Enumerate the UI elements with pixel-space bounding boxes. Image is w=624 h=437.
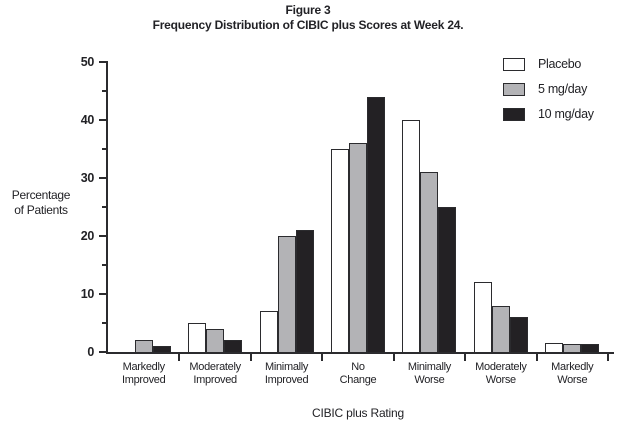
figure-title-line2: Frequency Distribution of CIBIC plus Sco… [152, 18, 464, 32]
bar-placebo-moderately-worse [473, 282, 492, 352]
category-label-markedly-improved: Markedly Improved [108, 361, 179, 386]
plot-area: 0 10 20 30 40 50 Markedly Improved Moderately Imp… [81, 55, 614, 386]
category-label-line: Moderately [189, 361, 241, 373]
bar-5-mg-day-markedly-improved [134, 340, 153, 352]
y-axis-line [106, 62, 108, 354]
legend: Placebo 5 mg/day 10 mg/day [503, 57, 594, 132]
figure-title-line1: Figure 3 [285, 3, 331, 17]
bar-5-mg-day-moderately-improved [206, 328, 225, 352]
bar-placebo-markedly-worse [545, 343, 564, 352]
bar-placebo-minimally-improved [259, 311, 278, 352]
y-minor-tick-35 [102, 148, 108, 150]
legend-swatch-5-mg-day [503, 82, 525, 96]
legend-item-10-mg-day: 10 mg/day [503, 107, 594, 121]
x-boundary-tick-6 [535, 354, 538, 361]
category-label-line: Worse [557, 373, 588, 386]
bar-10-mg-day-minimally-worse [438, 207, 457, 352]
y-tick-10 [99, 293, 108, 295]
category-label-line: Improved [264, 373, 309, 386]
y-tick-label-50: 50 [80, 55, 95, 69]
legend-item-5-mg-day: 5 mg/day [503, 82, 594, 96]
category-label-line: Change [339, 373, 377, 386]
x-boundary-tick-2 [249, 354, 252, 361]
bar-10-mg-day-no-change [367, 96, 385, 352]
bar-10-mg-day-markedly-worse [581, 343, 600, 352]
y-minor-tick-25 [102, 206, 108, 208]
x-boundary-tick-1 [178, 354, 181, 361]
y-tick-label-10: 10 [80, 287, 95, 301]
figure-title: Figure 3 Frequency Distribution of CIBIC… [0, 3, 616, 33]
category-label-line: Improved [121, 373, 166, 386]
y-minor-tick-45 [102, 90, 108, 92]
y-minor-tick-5 [102, 322, 108, 324]
y-axis-title: Percentage of Patients [2, 188, 80, 218]
bar-placebo-no-change [331, 149, 349, 352]
bar-5-mg-day-minimally-improved [277, 236, 296, 352]
category-label-line: Improved [193, 373, 237, 386]
y-tick-30 [99, 177, 108, 179]
y-tick-label-40: 40 [80, 113, 95, 127]
legend-swatch-10-mg-day [503, 107, 525, 121]
y-tick-label-20: 20 [80, 229, 95, 243]
category-label-line: Markedly [122, 361, 166, 373]
legend-label-placebo: Placebo [538, 57, 582, 71]
bar-5-mg-day-markedly-worse [563, 344, 582, 352]
y-axis-title-line2: of Patients [14, 203, 68, 217]
bar-10-mg-day-minimally-improved [295, 230, 314, 352]
category-label-line: Minimally [264, 361, 309, 373]
category-label-minimally-worse: Minimally Worse [394, 361, 465, 386]
category-label-line: Markedly [551, 361, 594, 373]
bar-10-mg-day-moderately-worse [509, 317, 528, 352]
category-label-line: No [351, 361, 365, 373]
y-tick-50 [99, 61, 108, 63]
bar-5-mg-day-no-change [349, 143, 367, 352]
legend-label-5-mg-day: 5 mg/day [538, 82, 588, 96]
category-label-line: Worse [414, 373, 445, 386]
category-label-minimally-improved: Minimally Improved [251, 361, 322, 386]
legend-item-placebo: Placebo [503, 57, 594, 71]
category-label-no-change: No Change [322, 361, 393, 386]
y-axis-title-line1: Percentage [11, 188, 71, 202]
category-label-markedly-worse: Markedly Worse [537, 361, 608, 386]
x-axis-title: CIBIC plus Rating [312, 406, 404, 420]
category-label-line: Worse [485, 373, 516, 386]
x-axis-line [106, 352, 614, 354]
category-label-moderately-worse: Moderately Worse [465, 361, 536, 386]
x-boundary-tick-3 [321, 354, 324, 361]
category-label-line: Minimally [407, 361, 451, 373]
bar-placebo-minimally-worse [402, 120, 421, 352]
bar-5-mg-day-moderately-worse [491, 305, 510, 352]
y-tick-40 [99, 119, 108, 121]
y-tick-label-0: 0 [87, 345, 94, 359]
y-minor-tick-15 [102, 264, 108, 266]
legend-label-10-mg-day: 10 mg/day [538, 107, 594, 121]
bar-10-mg-day-moderately-improved [224, 340, 243, 352]
legend-swatch-placebo [503, 57, 525, 71]
y-tick-label-30: 30 [80, 171, 95, 185]
bar-5-mg-day-minimally-worse [420, 172, 439, 352]
x-boundary-tick-4 [392, 354, 395, 361]
x-boundary-tick-5 [464, 354, 467, 361]
x-boundary-tick-7 [607, 354, 609, 361]
y-tick-0 [99, 351, 108, 353]
bar-10-mg-day-markedly-improved [152, 346, 171, 352]
bar-placebo-moderately-improved [188, 323, 207, 352]
y-tick-20 [99, 235, 108, 237]
category-label-line: Moderately [475, 361, 527, 373]
category-label-moderately-improved: Moderately Improved [179, 361, 250, 386]
